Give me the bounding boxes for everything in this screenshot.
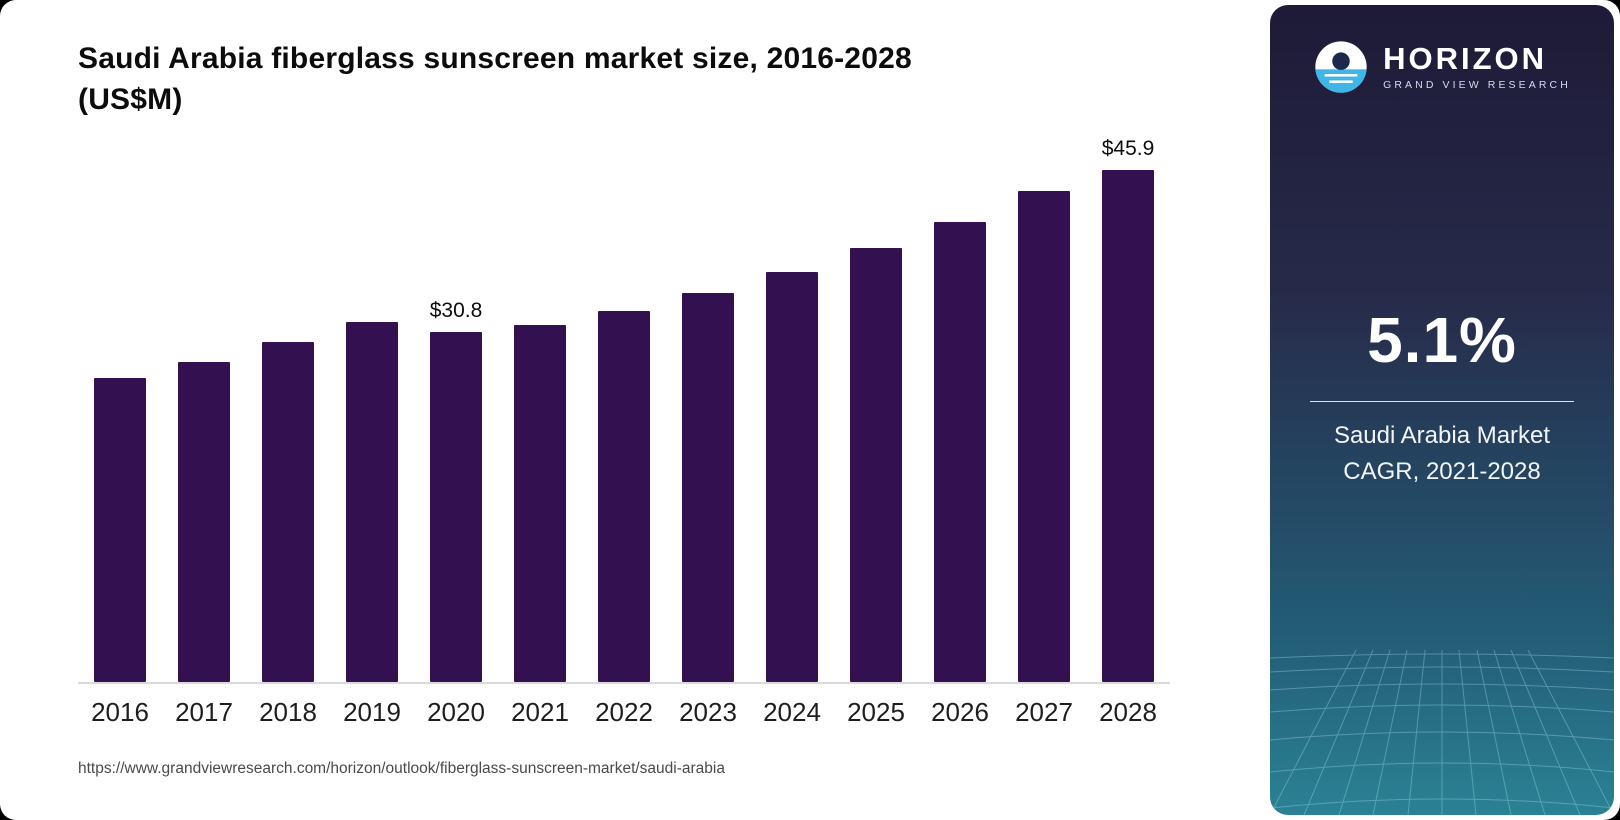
divider bbox=[1310, 401, 1574, 402]
chart-title-line2: (US$M) bbox=[78, 83, 183, 117]
bar-2022 bbox=[598, 310, 650, 682]
bar-2018 bbox=[262, 342, 314, 682]
bar-2028 bbox=[1102, 169, 1154, 682]
x-tick-2021: 2021 bbox=[511, 696, 569, 727]
bar-2016 bbox=[94, 377, 146, 682]
side-panel: HORIZON GRAND VIEW RESEARCH 5.1% Saudi A… bbox=[1270, 5, 1614, 815]
x-tick-2026: 2026 bbox=[931, 696, 989, 727]
bar-2021 bbox=[514, 325, 566, 682]
bar-2026 bbox=[934, 221, 986, 682]
x-tick-2024: 2024 bbox=[763, 696, 821, 727]
x-axis-labels: 2016 2017 2018 2019 2020 2021 2022 2023 2024 2025… bbox=[78, 697, 1170, 728]
brand-subtitle: GRAND VIEW RESEARCH bbox=[1383, 79, 1571, 91]
bar-group-2025 bbox=[834, 137, 918, 682]
bar-chart: $30.8 $45.9 2016 2017 2018 2019 2020 2021 2022 2… bbox=[78, 137, 1170, 728]
x-tick-2027: 2027 bbox=[1015, 696, 1073, 727]
bar-2017 bbox=[178, 361, 230, 682]
x-tick-2022: 2022 bbox=[595, 696, 653, 727]
bar-group-2017 bbox=[162, 137, 246, 682]
x-tick-2023: 2023 bbox=[679, 696, 737, 727]
wireframe-mesh-graphic bbox=[1270, 650, 1614, 815]
brand-text: HORIZON GRAND VIEW RESEARCH bbox=[1383, 43, 1571, 91]
bar-group-2021 bbox=[498, 137, 582, 682]
horizon-logo-icon bbox=[1315, 41, 1367, 93]
x-tick-2018: 2018 bbox=[259, 696, 317, 727]
cagr-label-line2: CAGR, 2021-2028 bbox=[1343, 458, 1541, 485]
bar-group-2016 bbox=[78, 137, 162, 682]
cagr-label: Saudi Arabia Market CAGR, 2021-2028 bbox=[1334, 418, 1550, 490]
x-tick-2020: 2020 bbox=[427, 696, 485, 727]
bar-2020 bbox=[430, 332, 482, 682]
bar-group-2019 bbox=[330, 137, 414, 682]
bar-value-label-2028: $45.9 bbox=[1101, 136, 1155, 160]
bar-2023 bbox=[682, 293, 734, 682]
bar-chart-plot: $30.8 $45.9 bbox=[78, 137, 1170, 684]
bar-2024 bbox=[766, 271, 818, 682]
bar-2019 bbox=[346, 321, 398, 682]
bar-group-2027 bbox=[1002, 137, 1086, 682]
source-url: https://www.grandviewresearch.com/horizo… bbox=[78, 759, 725, 777]
bar-group-2023 bbox=[666, 137, 750, 682]
brand-name: HORIZON bbox=[1383, 41, 1548, 76]
x-tick-2019: 2019 bbox=[343, 696, 401, 727]
chart-section: Saudi Arabia fiberglass sunscreen market… bbox=[78, 38, 1250, 777]
bar-group-2026 bbox=[918, 137, 1002, 682]
x-tick-2028: 2028 bbox=[1099, 696, 1157, 727]
x-tick-2017: 2017 bbox=[175, 696, 233, 727]
x-tick-2025: 2025 bbox=[847, 696, 905, 727]
bar-group-2018 bbox=[246, 137, 330, 682]
chart-title: Saudi Arabia fiberglass sunscreen market… bbox=[78, 38, 1250, 121]
bar-value-label-2020: $30.8 bbox=[429, 299, 483, 323]
bar-group-2024 bbox=[750, 137, 834, 682]
bar-group-2020: $30.8 bbox=[414, 137, 498, 682]
cagr-value: 5.1% bbox=[1367, 304, 1517, 376]
bar-2027 bbox=[1018, 191, 1070, 682]
bar-2025 bbox=[850, 248, 902, 682]
bar-group-2028: $45.9 bbox=[1086, 137, 1170, 682]
cagr-label-line1: Saudi Arabia Market bbox=[1333, 422, 1551, 449]
brand-logo: HORIZON GRAND VIEW RESEARCH bbox=[1313, 39, 1571, 95]
x-tick-2016: 2016 bbox=[91, 696, 149, 727]
bar-group-2022 bbox=[582, 137, 666, 682]
chart-title-line1: Saudi Arabia fiberglass sunscreen market… bbox=[78, 42, 912, 75]
